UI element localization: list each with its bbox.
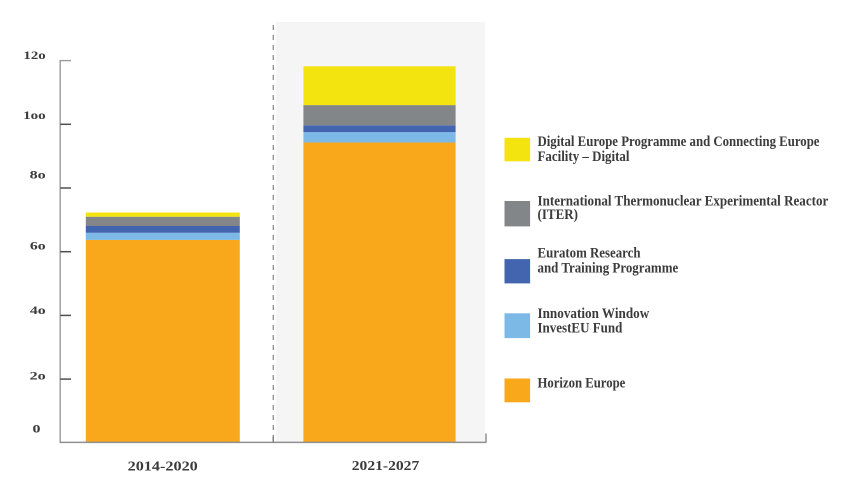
svg-text:1oo: 1oo: [23, 110, 46, 122]
svg-text:Digital Europe Programme and C: Digital Europe Programme and Connecting …: [538, 134, 820, 150]
svg-text:InvestEU Fund: InvestEU Fund: [538, 321, 623, 337]
svg-text:Horizon Europe: Horizon Europe: [538, 376, 626, 392]
svg-text:Euratom Research: Euratom Research: [538, 246, 642, 262]
svg-text:6o: 6o: [30, 241, 46, 253]
svg-text:2014-2020: 2014-2020: [128, 460, 198, 475]
svg-text:Facility – Digital: Facility – Digital: [538, 149, 630, 165]
svg-text:8o: 8o: [30, 170, 46, 182]
svg-text:12o: 12o: [23, 50, 46, 62]
svg-text:2o: 2o: [30, 370, 46, 382]
svg-text:Innovation Window: Innovation Window: [538, 306, 650, 322]
svg-text:(ITER): (ITER): [538, 207, 579, 223]
svg-text:2021-2027: 2021-2027: [352, 459, 420, 474]
svg-text:International Thermonuclear Ex: International Thermonuclear Experimental…: [538, 193, 829, 209]
svg-text:4o: 4o: [30, 305, 46, 317]
svg-text:and Training Programme: and Training Programme: [538, 260, 679, 276]
svg-text:o: o: [33, 420, 41, 437]
